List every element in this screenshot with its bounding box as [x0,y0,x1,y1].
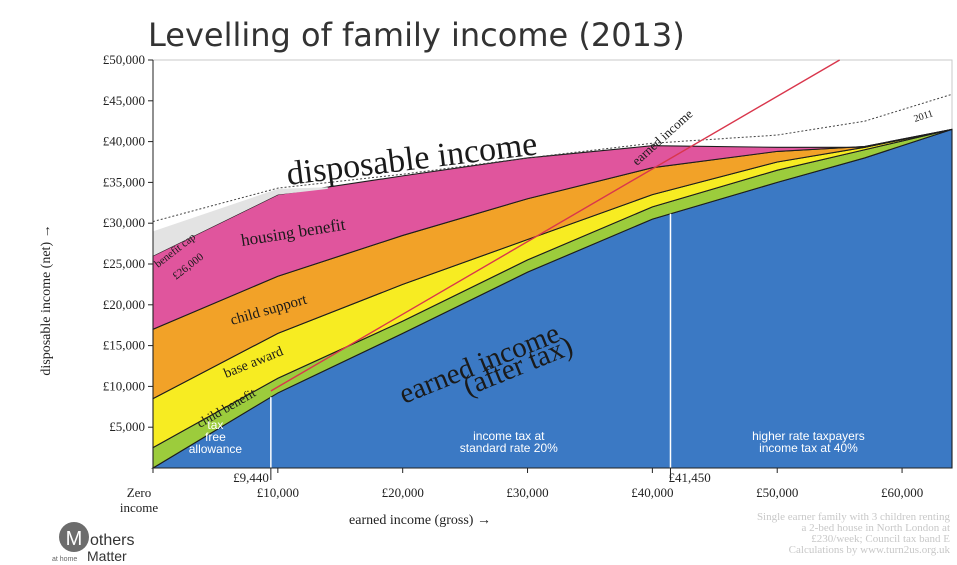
y-tick-label-7: £40,000 [103,134,145,149]
logo-line1: others [90,532,134,549]
y-tick-label-2: £15,000 [103,338,145,353]
footnote: Single earner family with 3 children ren… [757,511,951,556]
tax-region-label-2-0: higher rate taxpayers [752,429,865,443]
x-tick-label-4: £40,000 [631,485,673,500]
x-marker-label-0: £9,440 [233,470,269,485]
footnote-line-1: a 2-bed house in North London at [802,522,950,534]
x-tick-label-2: £20,000 [382,485,424,500]
logo-line2: Matter [87,548,127,564]
y-tick-label-9: £50,000 [103,52,145,67]
tax-region-label-0-2: allowance [189,442,243,456]
x-tick-label-5: £50,000 [756,485,798,500]
y-tick-label-1: £10,000 [103,378,145,393]
tax-region-label-1-1: standard rate 20% [460,441,558,455]
footnote-line-2: £230/week; Council tax band E [811,533,950,545]
x-marker-label-1: £41,450 [668,470,710,485]
benefit-cap-band [153,187,328,256]
y-tick-label-5: £30,000 [103,215,145,230]
tax-region-label-0-0: tax [207,418,223,432]
logo-small: at home [52,556,77,563]
footnote-line-0: Single earner family with 3 children ren… [757,511,951,523]
x-tick-label-6: £60,000 [881,485,923,500]
x-tick-zero-sublabel: income [120,500,158,515]
earned-income-line [270,59,840,392]
tax-region-label-2-1: income tax at 40% [759,441,858,455]
y-axis-title: disposable income (net) → [39,224,54,375]
x-tick-label-0: Zero [127,485,152,500]
x-tick-label-3: £30,000 [506,485,548,500]
chart-title: Levelling of family income (2013) [148,16,685,54]
x-axis-title: earned income (gross) → [349,513,491,528]
stacked-areas [151,128,953,469]
y-tick-label-3: £20,000 [103,297,145,312]
logo-circle [59,522,89,552]
y-tick-label-6: £35,000 [103,174,145,189]
line-2011 [152,93,953,223]
y-tick-label-8: £45,000 [103,93,145,108]
overlay-lines [152,59,953,468]
y-tick-label-0: £5,000 [109,419,145,434]
axes: £5,000 £10,000 £15,000 £20,000 £25,000 £30,00… [103,52,952,515]
tax-region-label-1-0: income tax at [473,429,545,443]
y-tick-label-4: £25,000 [103,256,145,271]
logo-letter: M [66,528,83,550]
tax-region-label-0-1: free [205,430,226,444]
footnote-line-3: Calculations by www.turn2us.org.uk [789,544,951,556]
series-area-4 [152,128,953,331]
x-tick-label-1: £10,000 [257,485,299,500]
